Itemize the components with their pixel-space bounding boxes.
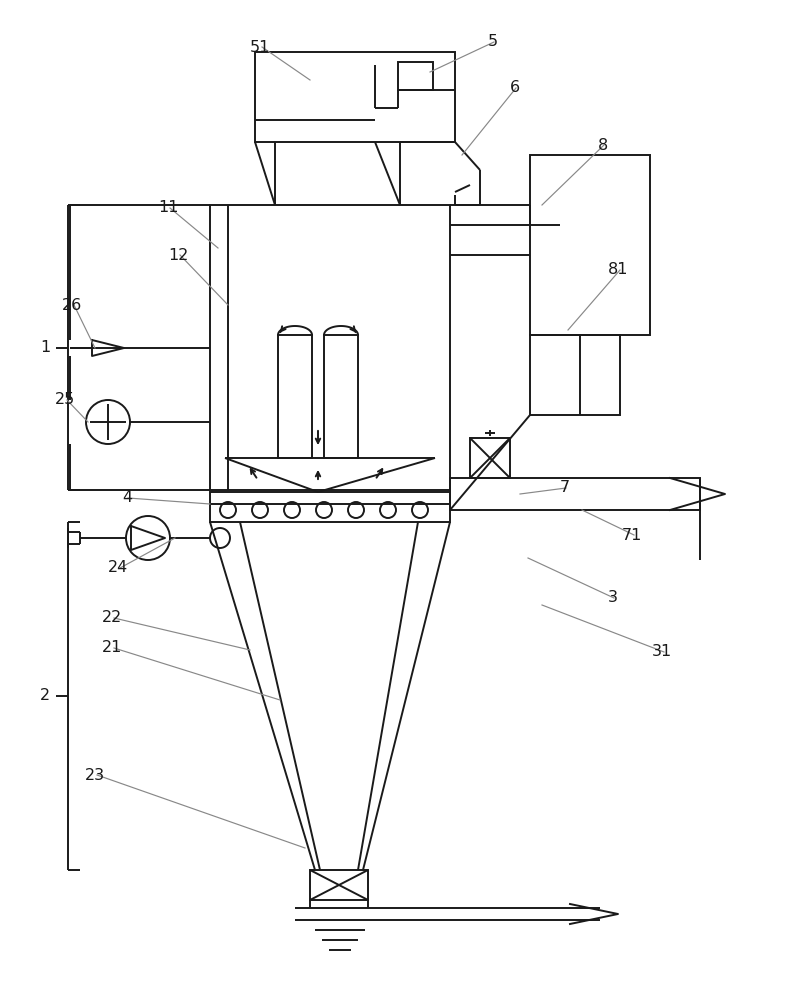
Text: 5: 5	[488, 34, 498, 49]
Text: 31: 31	[652, 645, 673, 660]
Bar	[210, 492, 450, 522]
Bar	[450, 478, 700, 510]
Text: 81: 81	[608, 262, 629, 277]
Text: 11: 11	[158, 200, 179, 216]
Text: 12: 12	[168, 247, 188, 262]
Text: 1: 1	[40, 340, 50, 355]
Text: 24: 24	[108, 560, 128, 576]
Bar	[324, 335, 358, 458]
Text: 3: 3	[608, 590, 618, 605]
Text: 7: 7	[560, 481, 570, 495]
Text: 22: 22	[102, 610, 122, 626]
Text: 6: 6	[510, 81, 520, 96]
Text: 51: 51	[250, 39, 270, 54]
Text: 26: 26	[62, 298, 82, 312]
Text: 8: 8	[598, 137, 608, 152]
Bar	[278, 335, 312, 458]
Text: 2: 2	[40, 688, 50, 704]
Bar	[398, 62, 433, 90]
Text: 21: 21	[102, 641, 122, 656]
Text: 71: 71	[622, 528, 642, 542]
Text: 25: 25	[55, 392, 76, 408]
Bar	[210, 205, 450, 490]
Text: 4: 4	[122, 490, 132, 506]
Bar	[530, 155, 650, 335]
Bar	[470, 438, 510, 478]
Text: 23: 23	[85, 768, 105, 782]
Bar	[530, 335, 620, 415]
Bar	[310, 870, 368, 900]
Bar	[255, 52, 455, 142]
